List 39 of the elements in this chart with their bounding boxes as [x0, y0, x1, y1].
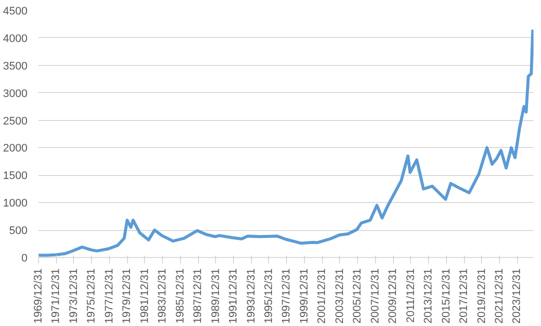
x-tick-label: 1987/12/31	[192, 268, 204, 324]
x-tick-label: 1989/12/31	[210, 268, 222, 324]
y-tick-label: 4000	[3, 32, 28, 45]
x-tick-label: 1999/12/31	[298, 268, 310, 324]
x-tick-label: 2009/12/31	[387, 268, 400, 324]
y-tick-label: 0	[21, 252, 28, 264]
x-tick-label: 1979/12/31	[121, 268, 134, 324]
x-tick-label: 1981/12/31	[138, 268, 151, 324]
x-tick-label: 2021/12/31	[494, 268, 506, 324]
x-tick-label: 2023/12/31	[511, 268, 524, 324]
x-tick-label: 1993/12/31	[245, 268, 258, 324]
y-tick-label: 3000	[3, 88, 28, 100]
x-tick-label: 1973/12/31	[68, 268, 80, 324]
x-tick-label: 1983/12/31	[156, 268, 169, 324]
x-tick-label: 2001/12/31	[316, 268, 328, 324]
y-tick-label: 2500	[3, 115, 28, 128]
x-tick-label: 1985/12/31	[174, 268, 186, 324]
y-tick-label: 3500	[3, 60, 28, 72]
line-series	[38, 28, 534, 257]
x-tick-label: 2013/12/31	[422, 268, 435, 324]
x-tick-label: 2011/12/31	[404, 268, 417, 323]
x-tick-label: 1975/12/31	[86, 268, 98, 324]
x-tick-label: 1971/12/31	[50, 268, 62, 324]
y-tick-label: 1500	[3, 170, 28, 182]
x-tick-label: 2019/12/31	[476, 268, 488, 324]
x-tick-label: 2007/12/31	[369, 268, 382, 324]
x-tick-label: 2017/12/31	[458, 268, 470, 324]
y-tick-label: 4500	[3, 6, 28, 18]
x-tick-label: 1995/12/31	[262, 268, 275, 324]
y-tick-label: 1000	[3, 198, 28, 210]
x-tick-label: 1969/12/31	[32, 268, 44, 324]
x-tick-label: 2005/12/31	[352, 268, 364, 324]
x-tick-label: 1977/12/31	[103, 268, 116, 324]
x-tick-label: 2015/12/31	[440, 268, 452, 324]
y-tick-label: 2000	[3, 142, 28, 155]
y-tick-label: 500	[9, 225, 28, 238]
x-tick-label: 1997/12/31	[280, 268, 293, 324]
x-tick-label: 1991/12/31	[228, 268, 240, 324]
x-tick-label: 2003/12/31	[334, 268, 346, 324]
